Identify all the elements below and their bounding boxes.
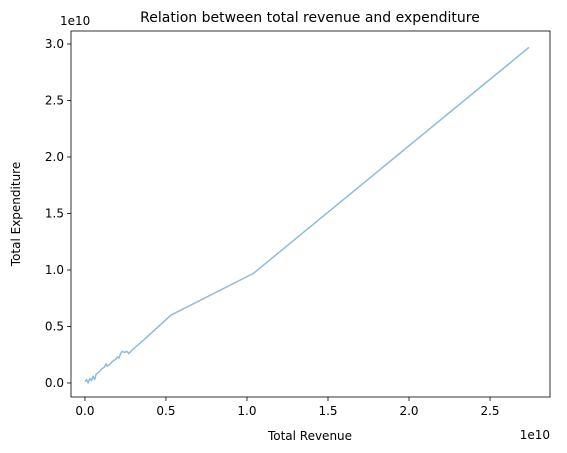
y-axis-label: Total Expenditure <box>9 162 23 267</box>
x-tick-label: 2.5 <box>480 404 499 418</box>
x-tick-label: 2.0 <box>399 404 418 418</box>
chart-title: Relation between total revenue and expen… <box>140 10 480 26</box>
y-tick-label: 1.5 <box>45 206 64 220</box>
y-tick-label: 0.5 <box>45 319 64 333</box>
y-tick-label: 1.0 <box>45 263 64 277</box>
x-tick-label: 0.5 <box>156 404 175 418</box>
y-offset-label: 1e10 <box>60 14 90 28</box>
y-tick-label: 2.0 <box>45 150 64 164</box>
x-tick-label: 1.5 <box>318 404 337 418</box>
x-offset-label: 1e10 <box>520 428 550 442</box>
y-tick-label: 2.5 <box>45 93 64 107</box>
y-tick-label: 0.0 <box>45 376 64 390</box>
x-axis-label: Total Revenue <box>267 429 352 443</box>
x-tick-label: 0.0 <box>75 404 94 418</box>
y-tick-label: 3.0 <box>45 37 64 51</box>
plot-frame <box>70 30 551 398</box>
data-line <box>84 46 530 384</box>
x-tick-label: 1.0 <box>237 404 256 418</box>
